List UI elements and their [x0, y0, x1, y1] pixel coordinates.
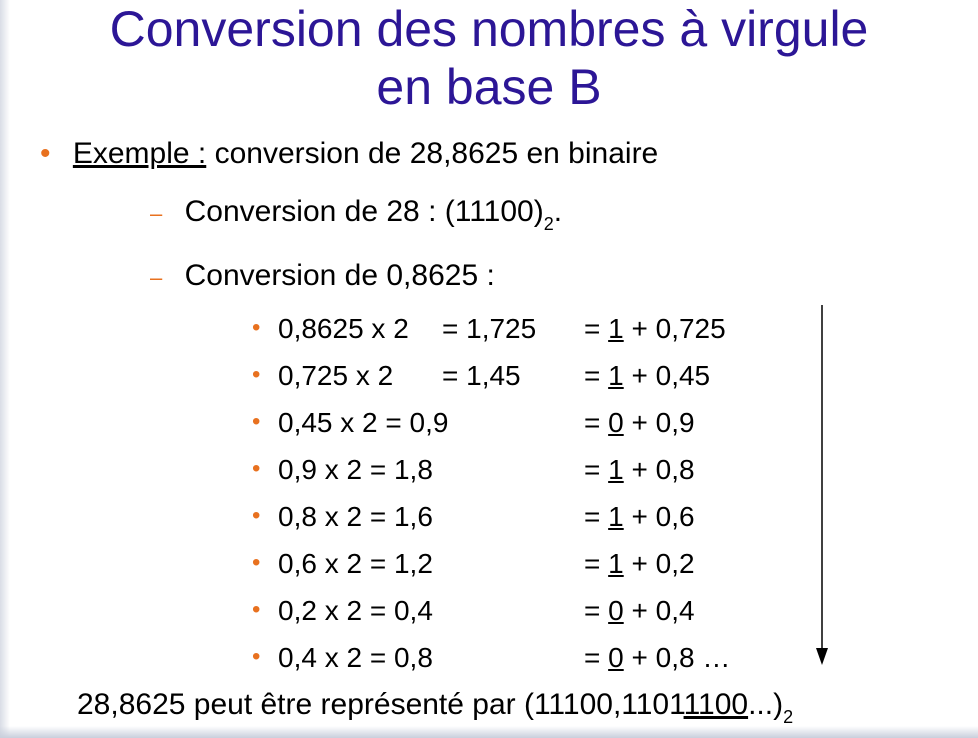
- decomposition: = 1 + 0,8: [584, 454, 695, 485]
- multiplication: 0,6 x 2 = 1,2: [278, 548, 433, 579]
- bullet-icon: •: [252, 314, 261, 341]
- product: = 1,45: [442, 360, 521, 391]
- list-item: • 0,9 x 2 = 1,8 = 1 + 0,8: [252, 453, 772, 487]
- multiplication: 0,45 x 2 = 0,9: [278, 407, 449, 438]
- multiplication: 0,4 x 2 = 0,8: [278, 642, 433, 673]
- multiplication: 0,9 x 2 = 1,8: [278, 454, 433, 485]
- multiplication: 0,725 x 2: [278, 360, 394, 391]
- bullet-icon: •: [252, 643, 261, 670]
- bullet-icon: •: [252, 361, 261, 388]
- decomposition: = 1 + 0,2: [584, 548, 695, 579]
- multiplication: 0,8625 x 2: [278, 313, 409, 344]
- down-arrow-icon: [816, 305, 828, 665]
- result-bit: 1: [608, 501, 624, 532]
- title-line-2: en base B: [376, 59, 602, 115]
- repeating-bits: 1100: [683, 688, 749, 721]
- conclusion-line: 28,8625 peut être représenté par (11100,…: [77, 688, 793, 734]
- list-item: • 0,8 x 2 = 1,6 = 1 + 0,6: [252, 500, 772, 534]
- list-item: • 0,4 x 2 = 0,8 = 0 + 0,8 …: [252, 641, 772, 675]
- bullet-icon: •: [252, 549, 261, 576]
- example-text: conversion de 28,8625 en binaire: [206, 137, 659, 170]
- decomposition: = 0 + 0,9: [584, 407, 695, 438]
- step-fraction-text: Conversion de 0,8625 :: [184, 259, 495, 292]
- list-item: • 0,45 x 2 = 0,9 = 0 + 0,9: [252, 406, 772, 440]
- bullet-icon: •: [40, 137, 51, 170]
- bullet-icon: •: [252, 502, 261, 529]
- conclusion-suffix: ...): [748, 688, 784, 721]
- bullet-icon: •: [252, 408, 261, 435]
- result-bit: 0: [608, 642, 624, 673]
- decomposition: = 1 + 0,45: [584, 360, 711, 391]
- result-bit: 1: [608, 454, 624, 485]
- product: = 1,725: [442, 313, 537, 344]
- decomposition: = 1 + 0,6: [584, 501, 695, 532]
- result-bit: 1: [608, 313, 624, 344]
- step-integer-line: – Conversion de 28 : (11100)2.: [150, 195, 562, 241]
- dash-icon: –: [150, 265, 163, 290]
- conclusion-prefix: 28,8625 peut être représenté par (11100,…: [77, 688, 684, 721]
- result-bit: 1: [608, 548, 624, 579]
- example-line: • Exemple : conversion de 28,8625 en bin…: [40, 137, 658, 171]
- result-bit: 0: [608, 407, 624, 438]
- multiplication: 0,2 x 2 = 0,4: [278, 595, 433, 626]
- conclusion-subscript: 2: [783, 707, 794, 727]
- decomposition: = 1 + 0,725: [584, 313, 726, 344]
- step-integer-end: .: [553, 195, 563, 228]
- example-label: Exemple :: [72, 137, 207, 170]
- decomposition: = 0 + 0,4: [584, 595, 695, 626]
- slide-left-edge: [0, 0, 10, 738]
- result-bit: 1: [608, 360, 624, 391]
- list-item: • 0,725 x 2 = 1,45 = 1 + 0,45: [252, 359, 772, 393]
- dash-icon: –: [150, 201, 163, 226]
- result-bit: 0: [608, 595, 624, 626]
- step-integer-subscript: 2: [543, 214, 554, 234]
- decomposition: = 0 + 0,8 …: [584, 642, 731, 673]
- bullet-icon: •: [252, 455, 261, 482]
- list-item: • 0,6 x 2 = 1,2 = 1 + 0,2: [252, 547, 772, 581]
- slide-bottom-edge: [0, 726, 978, 738]
- step-integer-text: Conversion de 28 : (11100): [184, 195, 544, 228]
- list-item: • 0,2 x 2 = 0,4 = 0 + 0,4: [252, 594, 772, 628]
- slide-title: Conversion des nombres à virgule en base…: [0, 0, 978, 116]
- title-line-1: Conversion des nombres à virgule: [109, 1, 869, 57]
- step-fraction-line: – Conversion de 0,8625 :: [150, 259, 495, 295]
- bullet-icon: •: [252, 596, 261, 623]
- list-item: • 0,8625 x 2 = 1,725 = 1 + 0,725: [252, 312, 772, 346]
- multiplication: 0,8 x 2 = 1,6: [278, 501, 433, 532]
